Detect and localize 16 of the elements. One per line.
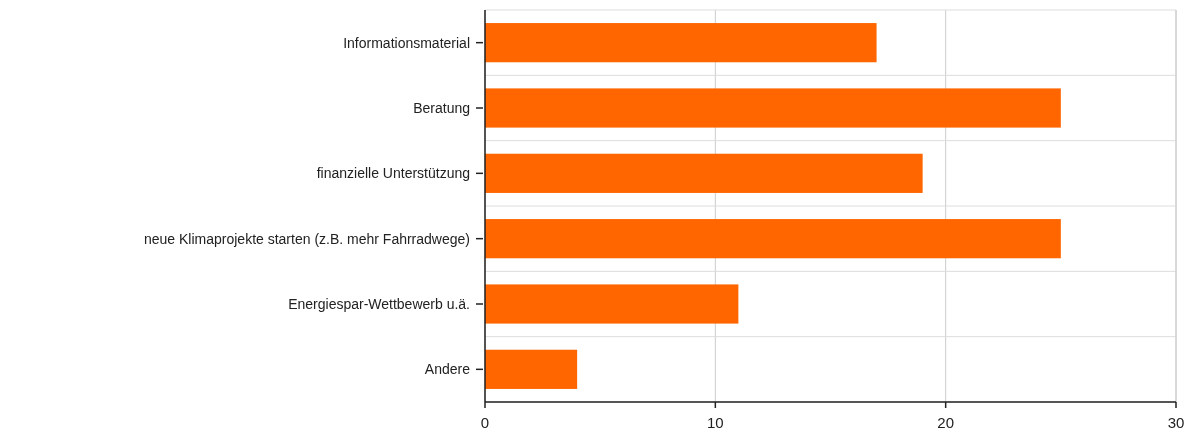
bar [485,88,1061,128]
y-tick-label: Energiespar-Wettbewerb u.ä. [288,295,470,312]
x-tick-label: 30 [1167,414,1185,431]
x-tick-label: 0 [480,414,490,431]
y-tick-label: finanzielle Unterstützung [316,165,470,182]
bar [485,349,578,389]
bar [485,23,877,63]
y-tick-label: Beratung [413,99,470,116]
bar [485,284,739,324]
x-tick-label: 10 [706,414,724,431]
bar [485,153,923,193]
x-tick-label: 20 [937,414,955,431]
y-tick-label: neue Klimaprojekte starten (z.B. mehr Fahrradwege) [143,230,470,247]
y-tick-label: Andere [424,361,471,378]
bar [485,219,1061,259]
y-tick-label: Informationsmaterial [343,34,470,51]
